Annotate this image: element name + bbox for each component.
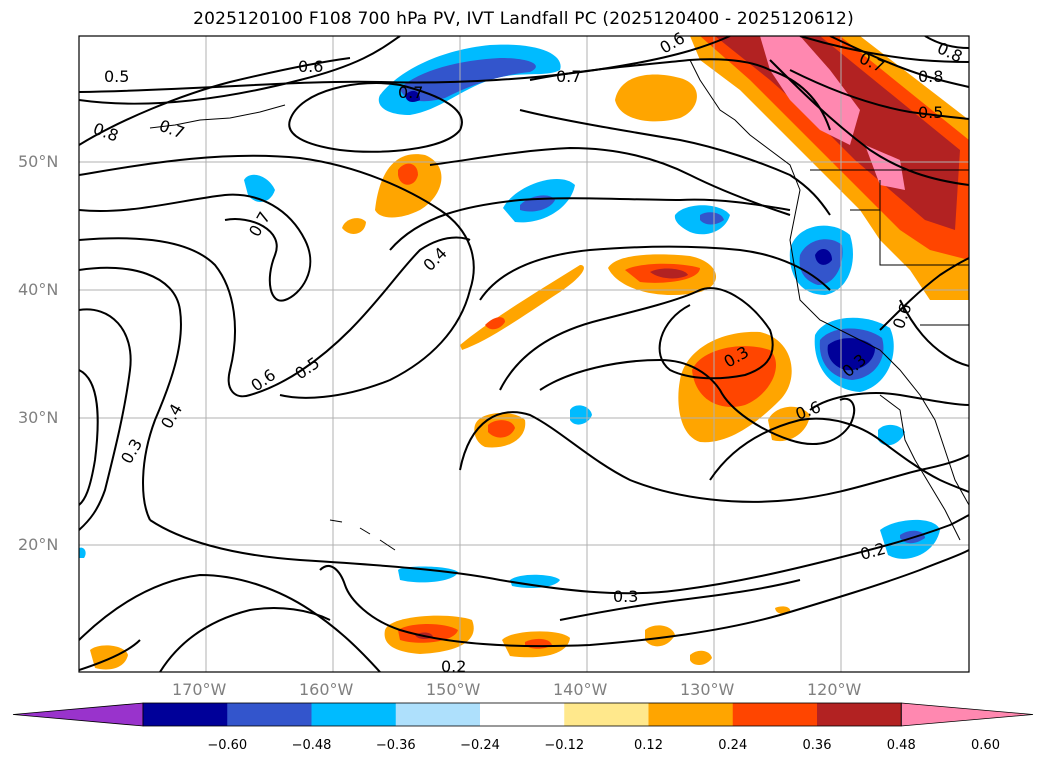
- colorbar-cell: [395, 703, 481, 726]
- colorbar-cell: [480, 703, 565, 726]
- negative-shading: [79, 44, 940, 588]
- colorbar-cell: [143, 703, 228, 726]
- colorbar-frame: [142, 702, 902, 727]
- contour-label: 0.3: [613, 587, 638, 606]
- map-title: 2025120100 F108 700 hPa PV, IVT Landfall…: [193, 9, 854, 29]
- contour-label: 0.5: [104, 67, 129, 86]
- latitude-label: 20°N: [18, 535, 59, 554]
- colorbar-tick-label: 0.36: [802, 738, 832, 753]
- contour-label: 0.7: [556, 67, 581, 86]
- longitude-label: 170°W: [172, 680, 227, 699]
- colorbar-cell: [227, 703, 312, 726]
- colorbar-cell: [732, 703, 818, 726]
- colorbar-tick-label: 0.12: [634, 738, 663, 753]
- colorbar-tick-label: −0.24: [460, 738, 500, 753]
- contour-label: 0.5: [918, 103, 943, 122]
- contour-label: 0.7: [398, 83, 423, 102]
- colorbar-tick-label: 0.60: [971, 738, 1000, 753]
- contour-label: 0.2: [441, 657, 466, 676]
- contour-label: 0.8: [918, 67, 943, 86]
- longitude-label: 120°W: [807, 680, 862, 699]
- colorbar-arrow-high: [900, 702, 1034, 727]
- colorbar-tick-label: −0.60: [207, 738, 248, 753]
- longitude-label: 130°W: [680, 680, 735, 699]
- latitude-label: 30°N: [18, 408, 59, 427]
- plot-frame: [78, 35, 970, 673]
- colorbar-cell: [817, 703, 902, 726]
- coastlines: [149, 59, 969, 551]
- colorbar-arrow-low: [12, 702, 144, 727]
- longitude-label: 160°W: [299, 680, 354, 699]
- colorbar-tick-label: 0.24: [718, 738, 748, 753]
- colorbar-tick-label: −0.48: [291, 738, 332, 753]
- positive-shading: [90, 36, 969, 670]
- latitude-label: 40°N: [18, 280, 59, 299]
- colorbar-tick-label: −0.12: [544, 738, 585, 753]
- pv-contours: [79, 36, 969, 672]
- longitude-label: 140°W: [553, 680, 608, 699]
- colorbar-cell: [648, 703, 734, 726]
- latitude-label: 50°N: [18, 152, 59, 171]
- colorbar-cell: [564, 703, 649, 726]
- colorbar-tick-label: −0.36: [375, 738, 416, 753]
- colorbar-tick-label: 0.48: [886, 738, 916, 753]
- colorbar-cell: [311, 703, 397, 726]
- contour-label: 0.6: [298, 57, 323, 76]
- longitude-label: 150°W: [426, 680, 481, 699]
